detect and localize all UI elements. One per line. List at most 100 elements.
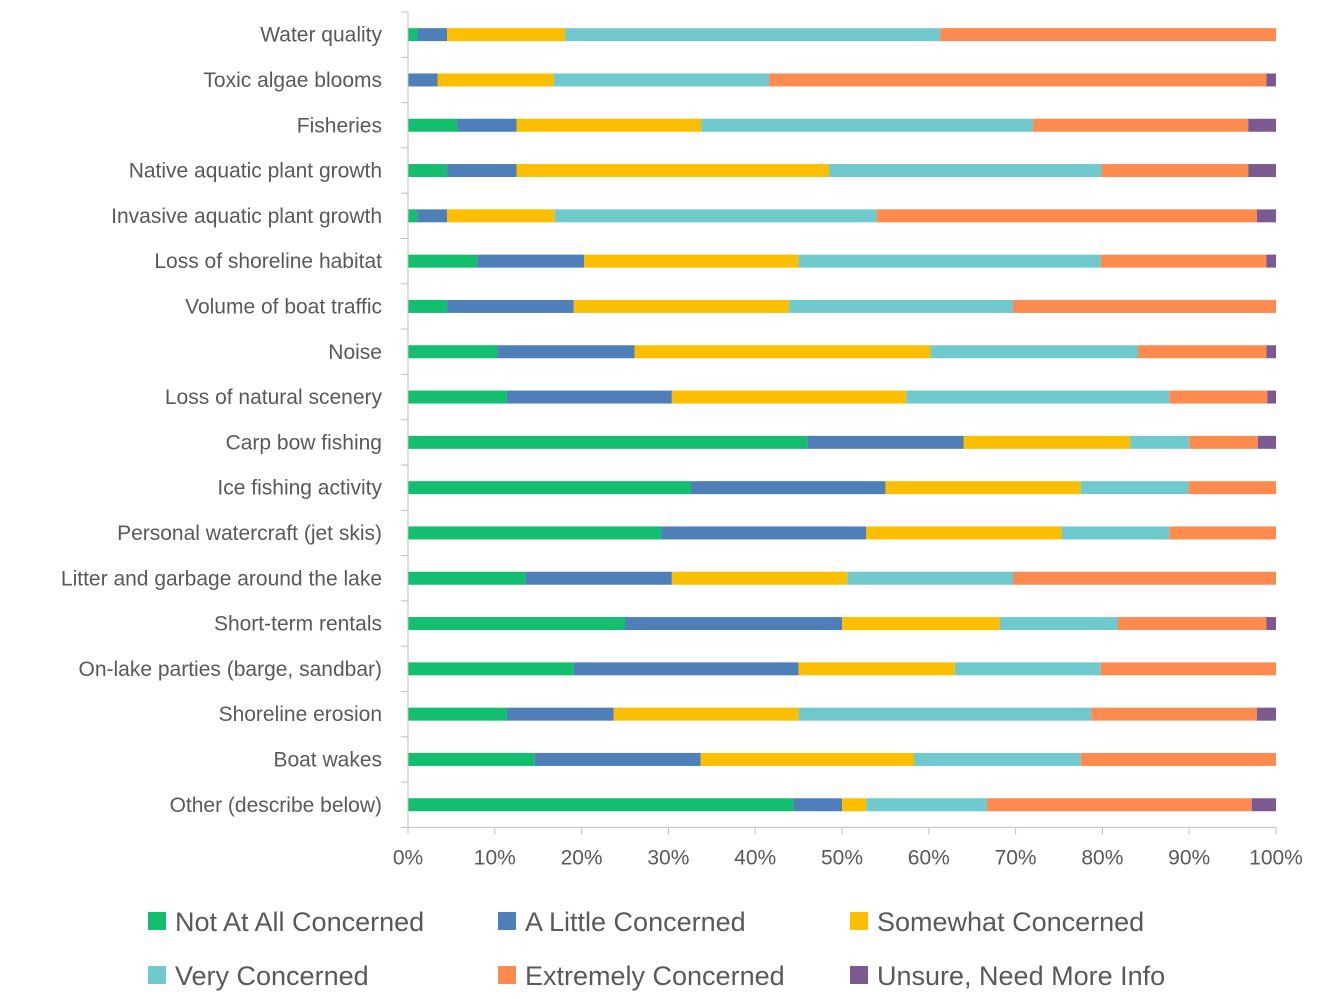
- bar-segment-native-aquatic-plant-growth-a-little-concerned: [447, 164, 517, 178]
- bar-segment-water-quality-not-at-all-concerned: [408, 28, 418, 42]
- bar-segment-toxic-algae-blooms-extremely-concerned: [769, 73, 1267, 87]
- bar-segment-boat-wakes-not-at-all-concerned: [408, 752, 535, 766]
- bar-segment-invasive-aquatic-plant-growth-extremely-concerned: [876, 209, 1257, 223]
- bar-segment-native-aquatic-plant-growth-unsure-need-more-info: [1248, 164, 1276, 178]
- bar-segment-shoreline-erosion-somewhat-concerned: [613, 707, 799, 721]
- bar-segment-other-describe-below-a-little-concerned: [793, 798, 842, 812]
- bar-segment-short-term-rentals-unsure-need-more-info: [1266, 617, 1276, 631]
- x-tick-label-60pct: 60%: [908, 846, 950, 869]
- bar-segment-invasive-aquatic-plant-growth-a-little-concerned: [417, 209, 448, 223]
- category-label-fisheries: Fisheries: [297, 114, 382, 137]
- bar-segment-volume-of-boat-traffic-somewhat-concerned: [573, 299, 790, 313]
- bar-segment-short-term-rentals-a-little-concerned: [625, 617, 842, 631]
- legend-label-unsure-need-more-info: Unsure, Need More Info: [877, 961, 1165, 991]
- x-tick-label-20pct: 20%: [561, 846, 603, 869]
- category-label-other-describe-below: Other (describe below): [170, 794, 382, 817]
- bar-segment-litter-and-garbage-around-the-lake-a-little-concerned: [525, 571, 672, 585]
- bar-segment-loss-of-shoreline-habitat-very-concerned: [798, 254, 1101, 268]
- legend-label-not-at-all-concerned: Not At All Concerned: [175, 907, 424, 937]
- bar-segment-toxic-algae-blooms-unsure-need-more-info: [1266, 73, 1276, 87]
- bar-segment-fisheries-extremely-concerned: [1032, 118, 1249, 132]
- bar-segment-on-lake-parties-barge-sandbar-very-concerned: [954, 662, 1101, 676]
- legend-swatch-unsure-need-more-info: [850, 966, 868, 984]
- x-tick-label-0pct: 0%: [393, 846, 423, 869]
- category-label-personal-watercraft-jet-skis: Personal watercraft (jet skis): [117, 522, 382, 545]
- bar-segment-personal-watercraft-jet-skis-very-concerned: [1061, 526, 1170, 540]
- bar-segment-ice-fishing-activity-extremely-concerned: [1188, 481, 1276, 495]
- bar-segment-native-aquatic-plant-growth-somewhat-concerned: [516, 164, 829, 178]
- bar-segment-loss-of-shoreline-habitat-unsure-need-more-info: [1266, 254, 1276, 268]
- bars-layer: [408, 28, 1276, 812]
- bar-segment-shoreline-erosion-a-little-concerned: [506, 707, 614, 721]
- bar-segment-boat-wakes-somewhat-concerned: [700, 752, 915, 766]
- bar-segment-loss-of-natural-scenery-somewhat-concerned: [671, 390, 907, 404]
- bar-segment-water-quality-somewhat-concerned: [447, 28, 566, 42]
- category-label-short-term-rentals: Short-term rentals: [214, 613, 382, 636]
- legend-swatch-not-at-all-concerned: [148, 912, 166, 930]
- bar-segment-short-term-rentals-somewhat-concerned: [842, 617, 1000, 631]
- bar-segment-short-term-rentals-very-concerned: [999, 617, 1119, 631]
- x-tick-label-80pct: 80%: [1081, 846, 1123, 869]
- bar-segment-personal-watercraft-jet-skis-not-at-all-concerned: [408, 526, 662, 540]
- legend: Not At All Concerned A Little Concerned So…: [148, 907, 1165, 991]
- bar-segment-native-aquatic-plant-growth-not-at-all-concerned: [408, 164, 448, 178]
- category-label-shoreline-erosion: Shoreline erosion: [219, 703, 382, 726]
- bar-segment-carp-bow-fishing-not-at-all-concerned: [408, 435, 808, 449]
- bar-segment-short-term-rentals-extremely-concerned: [1118, 617, 1267, 631]
- bar-segment-ice-fishing-activity-somewhat-concerned: [885, 481, 1081, 495]
- bar-segment-on-lake-parties-barge-sandbar-a-little-concerned: [573, 662, 799, 676]
- bar-segment-personal-watercraft-jet-skis-extremely-concerned: [1169, 526, 1276, 540]
- bar-segment-noise-unsure-need-more-info: [1266, 345, 1276, 359]
- category-label-noise: Noise: [328, 341, 382, 364]
- legend-swatch-somewhat-concerned: [850, 912, 868, 930]
- bar-segment-ice-fishing-activity-not-at-all-concerned: [408, 481, 691, 495]
- bar-segment-on-lake-parties-barge-sandbar-somewhat-concerned: [798, 662, 955, 676]
- x-tick-label-10pct: 10%: [474, 846, 516, 869]
- bar-segment-fisheries-somewhat-concerned: [516, 118, 702, 132]
- bar-segment-volume-of-boat-traffic-extremely-concerned: [1013, 299, 1276, 313]
- x-tick-label-100pct: 100%: [1249, 846, 1303, 869]
- bar-segment-shoreline-erosion-unsure-need-more-info: [1256, 707, 1276, 721]
- bar-segment-invasive-aquatic-plant-growth-unsure-need-more-info: [1256, 209, 1276, 223]
- bar-segment-shoreline-erosion-not-at-all-concerned: [408, 707, 507, 721]
- bar-segment-fisheries-a-little-concerned: [457, 118, 517, 132]
- bar-segment-toxic-algae-blooms-very-concerned: [553, 73, 770, 87]
- bar-segment-ice-fishing-activity-very-concerned: [1080, 481, 1189, 495]
- bar-segment-noise-somewhat-concerned: [634, 345, 931, 359]
- bar-segment-other-describe-below-somewhat-concerned: [842, 798, 867, 812]
- bar-segment-boat-wakes-extremely-concerned: [1080, 752, 1276, 766]
- bar-segment-carp-bow-fishing-unsure-need-more-info: [1257, 435, 1276, 449]
- bar-segment-invasive-aquatic-plant-growth-not-at-all-concerned: [408, 209, 418, 223]
- bar-segment-boat-wakes-a-little-concerned: [534, 752, 701, 766]
- legend-swatch-extremely-concerned: [498, 966, 516, 984]
- bar-segment-noise-a-little-concerned: [497, 345, 635, 359]
- bar-segment-on-lake-parties-barge-sandbar-extremely-concerned: [1100, 662, 1276, 676]
- x-tick-label-40pct: 40%: [734, 846, 776, 869]
- bar-segment-carp-bow-fishing-extremely-concerned: [1189, 435, 1258, 449]
- x-tick-label-70pct: 70%: [995, 846, 1037, 869]
- category-label-loss-of-shoreline-habitat: Loss of shoreline habitat: [154, 250, 382, 273]
- category-label-volume-of-boat-traffic: Volume of boat traffic: [185, 295, 382, 318]
- bar-segment-carp-bow-fishing-very-concerned: [1130, 435, 1190, 449]
- bar-segment-boat-wakes-very-concerned: [914, 752, 1081, 766]
- bar-segment-ice-fishing-activity-a-little-concerned: [690, 481, 886, 495]
- bar-segment-shoreline-erosion-extremely-concerned: [1091, 707, 1257, 721]
- bar-segment-loss-of-shoreline-habitat-not-at-all-concerned: [408, 254, 478, 268]
- category-label-invasive-aquatic-plant-growth: Invasive aquatic plant growth: [111, 205, 382, 228]
- legend-swatch-very-concerned: [148, 966, 166, 984]
- bar-segment-litter-and-garbage-around-the-lake-not-at-all-concerned: [408, 571, 526, 585]
- category-label-native-aquatic-plant-growth: Native aquatic plant growth: [129, 160, 382, 183]
- legend-swatch-a-little-concerned: [498, 912, 516, 930]
- bar-segment-volume-of-boat-traffic-not-at-all-concerned: [408, 299, 448, 313]
- bar-segment-volume-of-boat-traffic-very-concerned: [789, 299, 1013, 313]
- bar-segment-fisheries-unsure-need-more-info: [1248, 118, 1276, 132]
- bar-segment-litter-and-garbage-around-the-lake-extremely-concerned: [1013, 571, 1276, 585]
- bar-segment-native-aquatic-plant-growth-very-concerned: [828, 164, 1102, 178]
- bar-segment-fisheries-very-concerned: [701, 118, 1033, 132]
- legend-label-somewhat-concerned: Somewhat Concerned: [877, 907, 1144, 937]
- category-label-litter-and-garbage-around-the-lake: Litter and garbage around the lake: [61, 567, 382, 590]
- category-label-loss-of-natural-scenery: Loss of natural scenery: [165, 386, 383, 409]
- legend-label-very-concerned: Very Concerned: [175, 961, 369, 991]
- bar-segment-other-describe-below-unsure-need-more-info: [1251, 798, 1276, 812]
